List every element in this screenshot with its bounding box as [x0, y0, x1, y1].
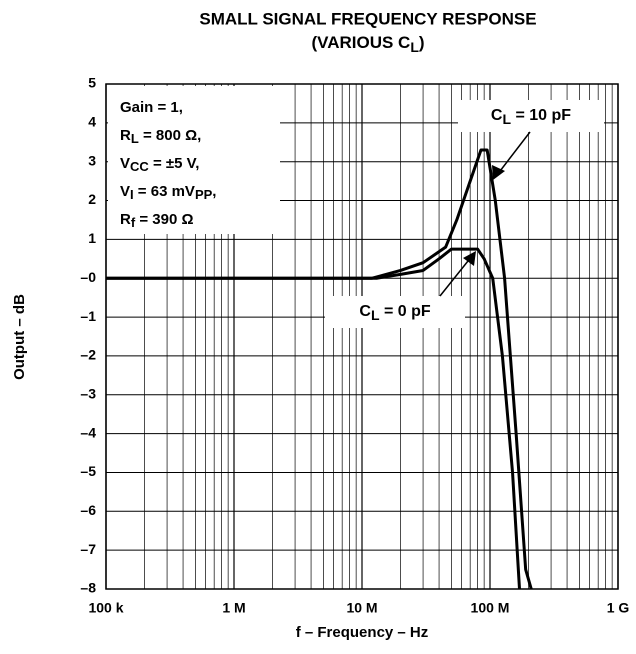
label-box	[325, 296, 465, 328]
arrow-head	[463, 251, 476, 266]
y-tick-label: 2	[88, 191, 96, 207]
text-part: )	[419, 33, 425, 52]
y-axis-label: Output – dB	[11, 294, 28, 380]
text-part: = 390 Ω	[135, 211, 193, 228]
y-tick-label: –3	[80, 385, 96, 401]
y-tick-label: 1	[88, 230, 96, 246]
series-line	[106, 148, 533, 590]
text-part: ,	[212, 183, 216, 200]
condition-line: Gain = 1,	[120, 99, 183, 116]
text-part: L	[371, 307, 380, 323]
condition-line: VCC = ±5 V,	[120, 155, 199, 174]
x-tick-label: 1 M	[222, 600, 245, 616]
y-tick-label: 4	[88, 114, 96, 130]
x-tick-label: 100 M	[471, 600, 510, 616]
series-label: CL = 0 pF	[359, 303, 430, 323]
text-part: V	[120, 183, 130, 200]
y-tick-label: –8	[80, 580, 96, 596]
text-part: = 63 mV	[134, 183, 195, 200]
annotations: Gain = 1,RL = 800 Ω,VCC = ±5 V,VI = 63 m…	[108, 86, 604, 328]
x-axis-label: f – Frequency – Hz	[296, 624, 429, 641]
text-part: PP	[195, 187, 213, 202]
y-tick-label: –7	[80, 541, 96, 557]
text-part: = ±5 V,	[149, 155, 200, 172]
chart-subtitle: (VARIOUS CL)	[311, 33, 424, 54]
text-part: I	[130, 187, 134, 202]
series-label: CL = 10 pF	[491, 107, 571, 127]
text-part: V	[120, 155, 130, 172]
text-part: = 0 pF	[380, 303, 431, 320]
condition-line: VI = 63 mVPP,	[120, 183, 216, 202]
y-tick-label: –2	[80, 347, 96, 363]
text-part: CC	[130, 159, 149, 174]
text-part: C	[491, 107, 503, 124]
text-part: L	[131, 131, 139, 146]
text-part: C	[359, 303, 371, 320]
y-tick-label: –5	[80, 463, 96, 479]
x-tick-label: 100 k	[88, 600, 123, 616]
y-tick-label: 5	[88, 75, 96, 91]
y-tick-label: 3	[88, 152, 96, 168]
condition-line: RL = 800 Ω,	[120, 127, 201, 146]
text-part: f	[131, 215, 136, 230]
lines	[106, 148, 533, 590]
text-part: = 800 Ω,	[139, 127, 201, 144]
labels: 100 k 1 M 10 M 100 M 1 G 5 4 3 2 1 –0 –1 –2 –3 –4 –5 –6 –…	[11, 75, 629, 641]
arrow	[439, 255, 473, 297]
x-tick-label: 1 G	[607, 600, 630, 616]
text-part: Gain = 1,	[120, 99, 183, 116]
text-part: (VARIOUS C	[311, 33, 410, 52]
plot-frame	[105, 83, 619, 590]
y-tick-label: –4	[80, 424, 96, 440]
text-part: R	[120, 127, 131, 144]
text-part: L	[410, 39, 419, 55]
y-tick-label: –0	[80, 269, 96, 285]
y-tick-label: –1	[80, 308, 96, 324]
text-part: R	[120, 211, 131, 228]
label-box	[458, 100, 604, 132]
conditions-box	[108, 86, 280, 234]
text-part: L	[502, 111, 511, 127]
series-line	[106, 247, 521, 590]
condition-line: Rf = 390 Ω	[120, 211, 194, 230]
x-tick-label: 10 M	[346, 600, 377, 616]
text-part: = 10 pF	[511, 107, 571, 124]
arrow	[496, 131, 531, 176]
arrow-head	[492, 165, 505, 180]
chart-title: SMALL SIGNAL FREQUENCY RESPONSE	[199, 9, 536, 28]
y-tick-label: –6	[80, 502, 96, 518]
